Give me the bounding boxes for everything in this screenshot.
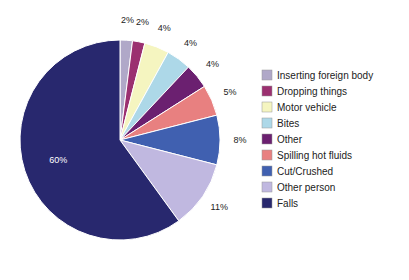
data-label: 4%	[158, 23, 171, 33]
data-label: 2%	[121, 15, 134, 25]
legend-swatch	[262, 150, 272, 160]
legend-item: Spilling hot fluids	[262, 150, 352, 161]
legend-label: Dropping things	[277, 86, 347, 97]
legend-swatch	[262, 70, 272, 80]
data-label: 11%	[211, 202, 228, 212]
data-label: 2%	[136, 17, 149, 27]
legend-swatch	[262, 198, 272, 208]
legend-swatch	[262, 134, 272, 144]
legend-label: Cut/Crushed	[277, 166, 333, 177]
legend-swatch	[262, 102, 272, 112]
pie-slice	[20, 40, 179, 240]
legend-label: Inserting foreign body	[277, 70, 373, 81]
legend-item: Motor vehicle	[262, 102, 337, 113]
legend-item: Falls	[262, 198, 298, 209]
chart: 2%2% 4% 4% 4% 5% 8% 11% 60% Inserting foreign bo…	[0, 0, 409, 280]
data-label: 8%	[233, 135, 246, 145]
legend-swatch	[262, 166, 272, 176]
legend-swatch	[262, 118, 272, 128]
legend-item: Other person	[262, 182, 335, 193]
legend-label: Falls	[277, 198, 298, 209]
legend-item: Cut/Crushed	[262, 166, 333, 177]
legend-label: Bites	[277, 118, 299, 129]
legend-label: Other person	[277, 182, 335, 193]
legend: Inserting foreign body Dropping things Mot…	[262, 70, 373, 209]
legend-label: Other	[277, 134, 303, 145]
legend-item: Bites	[262, 118, 299, 129]
legend-swatch	[262, 86, 272, 96]
legend-item: Inserting foreign body	[262, 70, 373, 81]
data-label: 60%	[49, 155, 67, 165]
legend-label: Spilling hot fluids	[277, 150, 352, 161]
data-labels: 2%2% 4% 4% 4% 5% 8% 11% 60%	[49, 15, 246, 212]
pie	[20, 40, 220, 240]
data-label: 4%	[206, 59, 219, 69]
legend-item: Other	[262, 134, 303, 145]
legend-swatch	[262, 182, 272, 192]
legend-label: Motor vehicle	[277, 102, 337, 113]
data-label: 5%	[224, 87, 237, 97]
data-label: 4%	[184, 38, 197, 48]
legend-item: Dropping things	[262, 86, 347, 97]
